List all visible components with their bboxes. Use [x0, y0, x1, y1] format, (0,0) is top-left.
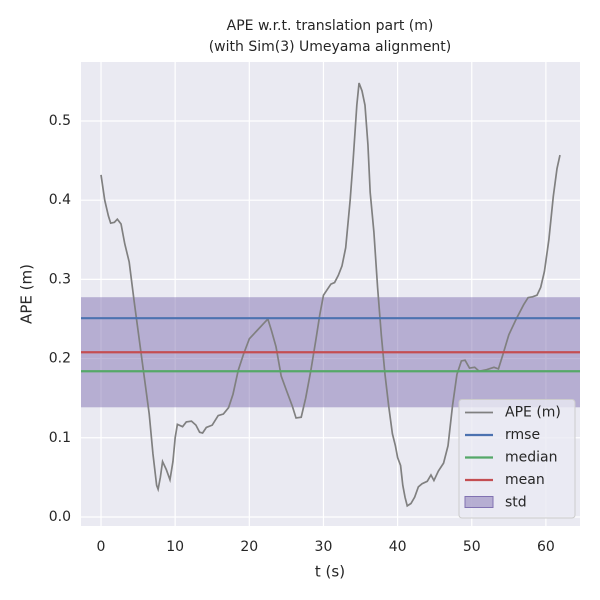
legend-label: std: [505, 495, 527, 511]
y-tick-label: 0.4: [49, 192, 71, 208]
y-tick-label: 0.3: [49, 271, 71, 287]
x-tick-label: 30: [315, 539, 333, 555]
x-tick-label: 20: [240, 539, 258, 555]
x-axis-label: t (s): [315, 563, 345, 581]
legend-swatch: [464, 496, 494, 508]
x-tick-label: 60: [537, 539, 555, 555]
y-tick-label: 0.0: [49, 509, 71, 525]
x-tick-label: 40: [389, 539, 407, 555]
x-tick-label: 50: [463, 539, 481, 555]
legend-label: rmse: [505, 427, 540, 443]
legend-label: median: [505, 450, 557, 466]
chart-subtitle: (with Sim(3) Umeyama alignment): [209, 39, 452, 55]
x-tick-label: 10: [166, 539, 184, 555]
legend-label: mean: [505, 472, 545, 488]
y-tick-label: 0.2: [49, 351, 71, 367]
y-axis-label: APE (m): [18, 264, 36, 324]
y-tick-label: 0.1: [49, 430, 71, 446]
legend-label: APE (m): [505, 405, 561, 421]
x-tick-label: 0: [97, 539, 106, 555]
legend-box: [458, 399, 576, 519]
legend: APE (m) rmse median mean std: [458, 399, 576, 519]
data-line: [100, 82, 561, 508]
chart-title: APE w.r.t. translation part (m): [227, 18, 434, 34]
y-tick-label: 0.5: [49, 113, 71, 129]
